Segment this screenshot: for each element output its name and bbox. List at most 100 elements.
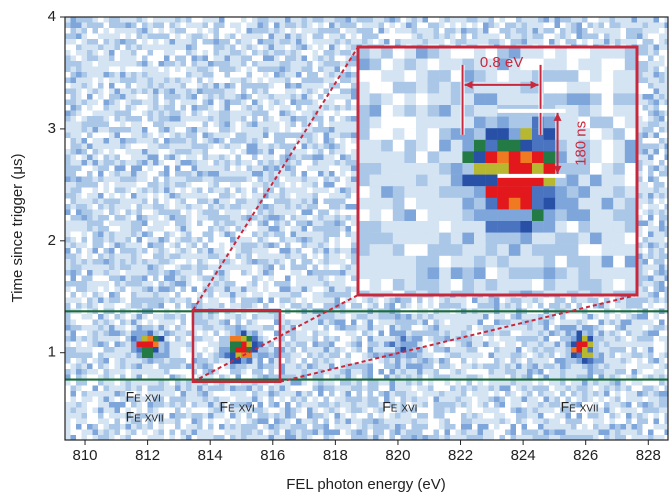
pixel <box>269 149 275 155</box>
pixel <box>203 83 209 89</box>
pixel <box>214 28 220 34</box>
pixel <box>291 105 297 111</box>
pixel <box>186 61 192 67</box>
pixel <box>208 199 214 205</box>
pixel <box>395 23 401 29</box>
pixel <box>351 17 357 23</box>
pixel <box>252 45 258 51</box>
pixel <box>71 94 77 100</box>
pixel <box>65 116 71 122</box>
pixel <box>280 17 286 23</box>
pixel <box>280 28 286 34</box>
pixel <box>115 166 121 172</box>
pixel <box>263 61 269 67</box>
pixel <box>181 171 187 177</box>
pixel <box>307 193 313 199</box>
pixel <box>247 177 253 183</box>
pixel <box>208 56 214 62</box>
pixel <box>346 83 352 89</box>
pixel <box>313 243 319 249</box>
pixel <box>186 144 192 150</box>
pixel <box>478 34 484 40</box>
pixel <box>203 188 209 194</box>
pixel <box>258 56 264 62</box>
pixel <box>313 28 319 34</box>
pixel <box>71 61 77 67</box>
pixel <box>159 160 165 166</box>
pixel <box>76 232 82 238</box>
pixel <box>175 204 181 210</box>
pixel <box>263 138 269 144</box>
pixel <box>115 94 121 100</box>
pixel <box>302 56 308 62</box>
pixel <box>269 237 275 243</box>
pixel <box>192 122 198 128</box>
pixel <box>230 171 236 177</box>
pixel <box>467 34 473 40</box>
pixel <box>340 171 346 177</box>
pixel <box>208 182 214 188</box>
pixel <box>296 149 302 155</box>
pixel <box>197 34 203 40</box>
pixel <box>329 39 335 45</box>
pixel <box>274 149 280 155</box>
pixel <box>230 78 236 84</box>
pixel <box>659 144 665 150</box>
pixel <box>318 45 324 51</box>
pixel <box>153 78 159 84</box>
pixel <box>148 182 154 188</box>
pixel <box>615 34 621 40</box>
pixel <box>186 259 192 265</box>
pixel <box>643 122 649 128</box>
pixel <box>654 160 660 166</box>
pixel <box>285 248 291 254</box>
pixel <box>296 116 302 122</box>
pixel <box>549 28 555 34</box>
pixel <box>335 177 341 183</box>
pixel <box>263 23 269 29</box>
pixel <box>258 188 264 194</box>
pixel <box>450 23 456 29</box>
pixel <box>659 100 665 106</box>
pixel <box>302 23 308 29</box>
pixel <box>302 17 308 23</box>
pixel <box>87 23 93 29</box>
pixel <box>263 226 269 232</box>
pixel <box>324 149 330 155</box>
pixel <box>236 50 242 56</box>
pixel <box>104 226 110 232</box>
pixel <box>87 34 93 40</box>
pixel <box>269 94 275 100</box>
pixel <box>324 105 330 111</box>
pixel <box>148 127 154 133</box>
pixel <box>516 39 522 45</box>
pixel <box>153 89 159 95</box>
pixel <box>192 232 198 238</box>
pixel <box>450 17 456 23</box>
pixel <box>76 193 82 199</box>
pixel <box>241 105 247 111</box>
pixel <box>197 133 203 139</box>
pixel <box>203 50 209 56</box>
pixel <box>175 45 181 51</box>
pixel <box>197 67 203 73</box>
pixel <box>159 243 165 249</box>
pixel <box>335 111 341 117</box>
pixel <box>346 232 352 238</box>
pixel <box>307 50 313 56</box>
pixel <box>186 232 192 238</box>
pixel <box>324 72 330 78</box>
pixel <box>637 39 643 45</box>
pixel <box>269 144 275 150</box>
pixel <box>225 61 231 67</box>
pixel <box>241 248 247 254</box>
pixel <box>71 254 77 260</box>
pixel <box>588 23 594 29</box>
pixel <box>153 67 159 73</box>
pixel <box>120 215 126 221</box>
pixel <box>148 17 154 23</box>
pixel <box>225 127 231 133</box>
pixel <box>340 111 346 117</box>
pixel <box>291 116 297 122</box>
pixel <box>186 160 192 166</box>
